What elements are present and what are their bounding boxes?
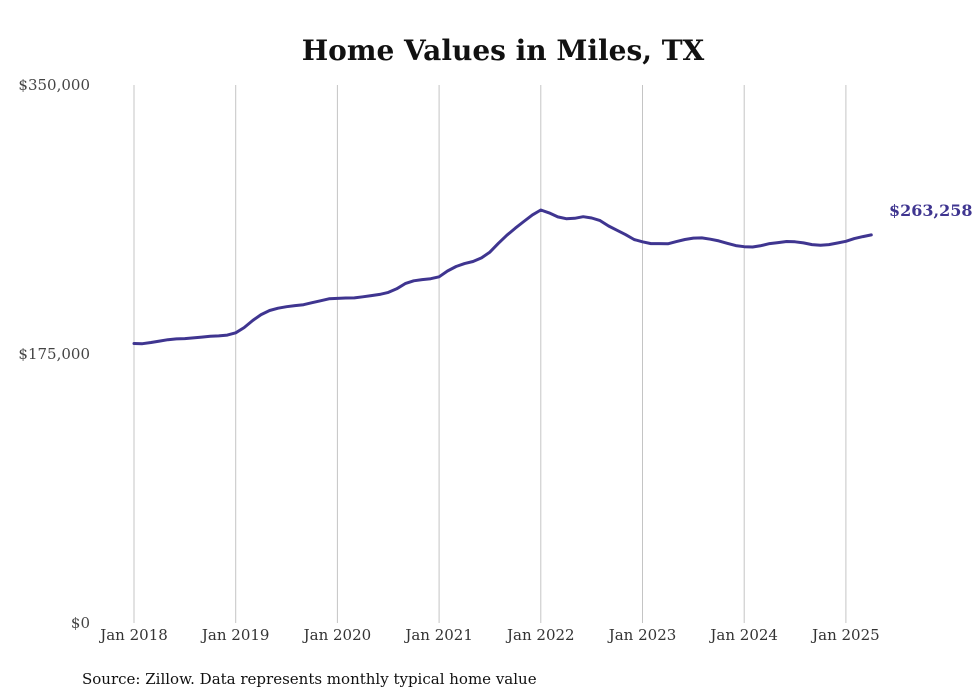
y-tick-label: $350,000 bbox=[18, 76, 90, 94]
x-tick-label: Jan 2023 bbox=[607, 626, 677, 644]
x-tick-label: Jan 2020 bbox=[302, 626, 372, 644]
x-tick-label: Jan 2019 bbox=[200, 626, 270, 644]
x-tick-label: Jan 2018 bbox=[98, 626, 168, 644]
y-axis-tick-labels: $0 $175,000 $350,000 bbox=[18, 76, 90, 632]
x-axis-tick-labels: Jan 2018 Jan 2019 Jan 2020 Jan 2021 Jan 2022… bbox=[98, 626, 879, 644]
series-layer bbox=[132, 208, 873, 346]
x-tick-label: Jan 2022 bbox=[505, 626, 575, 644]
y-tick-label: $0 bbox=[71, 614, 90, 632]
source-note: Source: Zillow. Data represents monthly … bbox=[82, 670, 537, 688]
last-value-label: $263,258 bbox=[889, 201, 973, 220]
home-value-line bbox=[132, 208, 873, 346]
x-tick-label: Jan 2021 bbox=[403, 626, 473, 644]
x-tick-label: Jan 2024 bbox=[708, 626, 778, 644]
y-tick-label: $175,000 bbox=[18, 345, 90, 363]
gridlines bbox=[133, 85, 847, 623]
chart-title: Home Values in Miles, TX bbox=[302, 34, 705, 67]
x-tick-label: Jan 2025 bbox=[810, 626, 880, 644]
